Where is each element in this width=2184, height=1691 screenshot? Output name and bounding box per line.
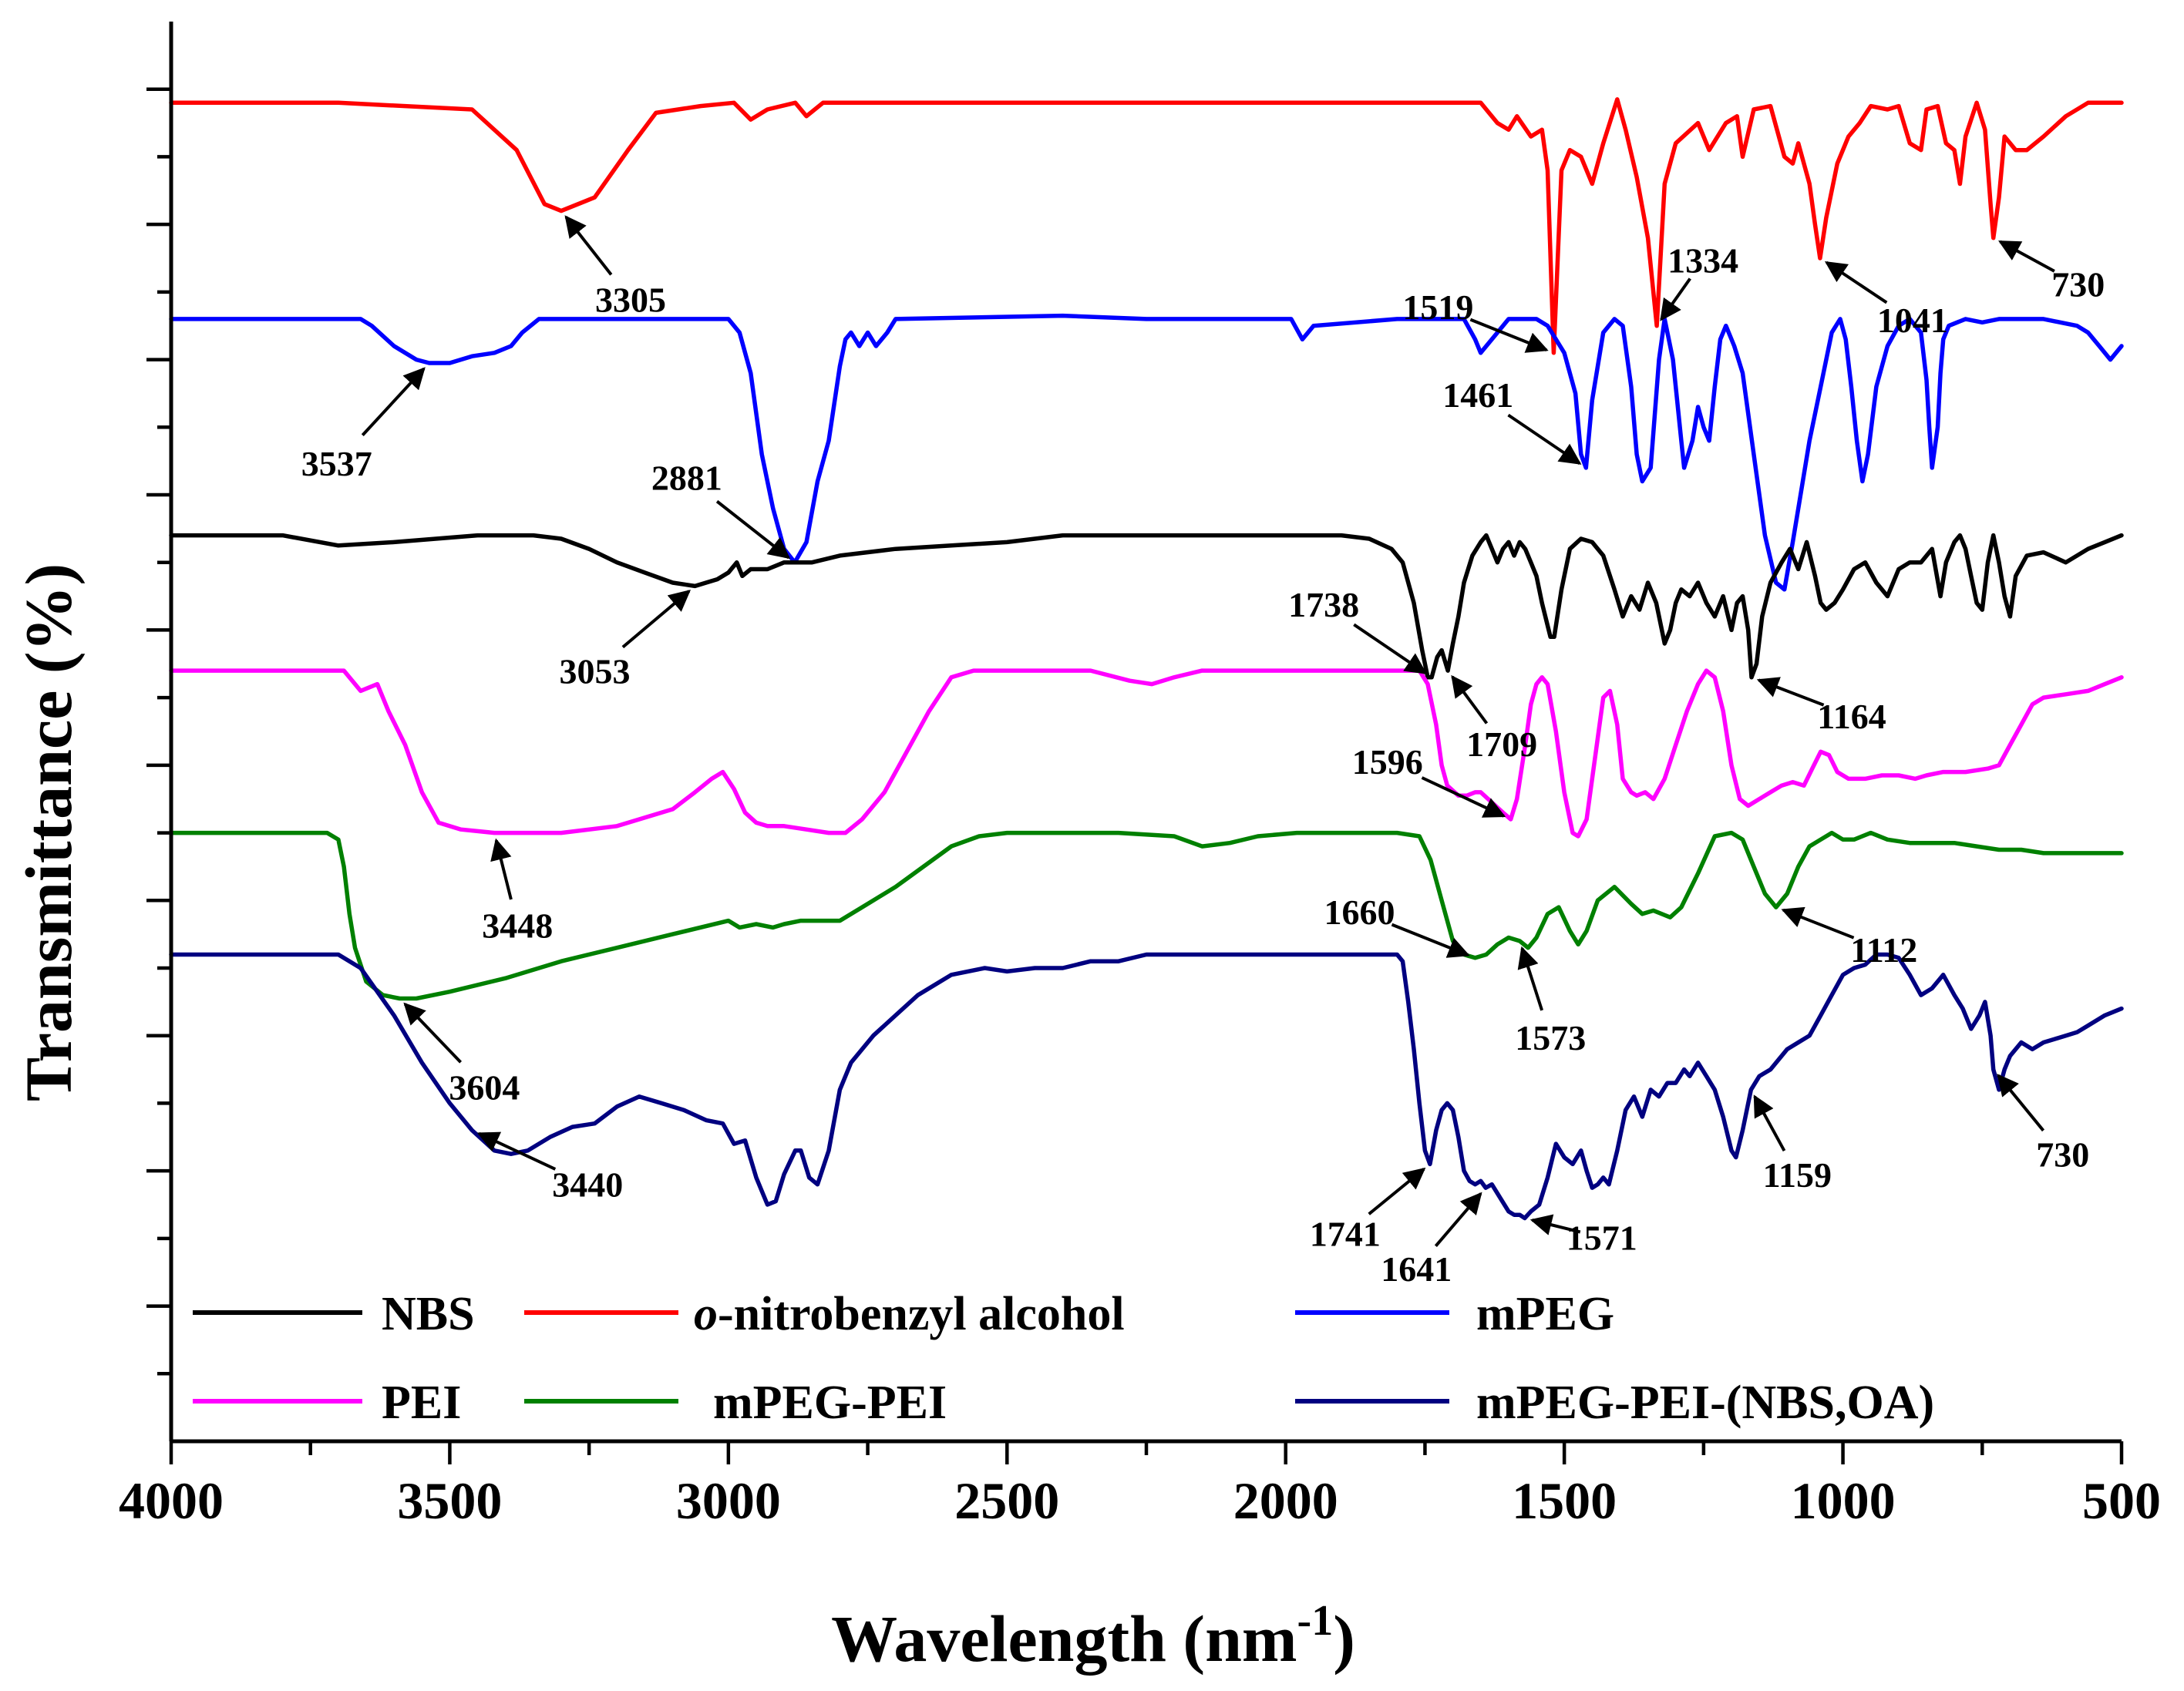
annotation-arrow: [1353, 623, 1428, 674]
annotation-arrow: [564, 215, 613, 276]
series-layer: [169, 97, 2124, 1221]
annotation-label-mpeg-pei-3604: 3604: [449, 1068, 520, 1108]
legend-label-pei: PEI: [382, 1377, 461, 1429]
annotation-arrow: [403, 1002, 463, 1064]
annotation-arrow: [1368, 1167, 1426, 1215]
annotation-arrow: [1660, 277, 1691, 321]
x-tick-label: 2500: [954, 1471, 1059, 1530]
annotation-arrow: [1517, 946, 1544, 1011]
annotation-label-mpeg-pei-nbs-oa-730: 730: [2036, 1135, 2089, 1175]
annotation-label-o-nitrobenzyl-alcohol-1519: 1519: [1402, 287, 1473, 327]
x-tick-label: 3000: [676, 1471, 781, 1530]
x-axis-label-close: ): [1333, 1602, 1355, 1676]
legend-label-italic-prefix: o: [694, 1288, 718, 1340]
annotation-arrow: [1451, 674, 1489, 724]
axes-layer: 4000 3500 3000 2500 2000 1500 1000 500: [119, 22, 2161, 1530]
series-line-nbs: [169, 533, 2124, 680]
annotation-arrow: [1391, 923, 1470, 958]
annotation-arrow: [1997, 1074, 2045, 1132]
annotation-arrow: [1756, 677, 1825, 707]
annotation-label-o-nitrobenzyl-alcohol-3305: 3305: [595, 281, 666, 320]
x-axis-label-exponent: -1: [1297, 1597, 1334, 1645]
annotation-label-o-nitrobenzyl-alcohol-1334: 1334: [1667, 241, 1738, 281]
x-tick-label: 1500: [1512, 1471, 1617, 1530]
annotation-label-nbs-3053: 3053: [560, 651, 631, 691]
annotation-arrow: [1434, 1192, 1482, 1248]
annotation-arrow: [1421, 776, 1506, 818]
annotation-arrow: [1529, 1214, 1581, 1235]
annotation-arrow: [490, 838, 513, 900]
annotation-label-pei-3448: 3448: [482, 906, 553, 946]
annotation-label-o-nitrobenzyl-alcohol-730: 730: [2051, 265, 2105, 304]
legend-label-rest: -nitrobenzyl alcohol: [718, 1288, 1125, 1340]
legend-label-nbs: NBS: [382, 1288, 475, 1340]
annotation-arrow: [1824, 261, 1888, 304]
annotation-label-nbs-1164: 1164: [1817, 697, 1886, 736]
annotation-label-mpeg-pei-nbs-oa-1571: 1571: [1566, 1219, 1637, 1258]
x-tick-label: 2000: [1233, 1471, 1338, 1530]
x-tick-label: 1000: [1791, 1471, 1896, 1530]
series-line-mpeg-pei: [169, 830, 2124, 1001]
series-line-pei: [169, 668, 2124, 839]
annotation-arrow: [1507, 413, 1582, 465]
annotation-label-mpeg-pei-1112: 1112: [1850, 930, 1917, 970]
annotation-label-mpeg-pei-nbs-oa-1741: 1741: [1310, 1214, 1381, 1253]
annotation-label-mpeg-3537: 3537: [301, 444, 372, 483]
annotation-label-mpeg-pei-nbs-oa-1641: 1641: [1381, 1249, 1452, 1289]
legend-label-mpeg-pei: mPEG-PEI: [713, 1377, 947, 1429]
annotation-arrow: [1781, 906, 1855, 940]
legend: NBS o-nitrobenzyl alcohol mPEG PEI mPEG-…: [193, 1288, 1934, 1429]
x-tick-label: 4000: [119, 1471, 224, 1530]
annotation-label-mpeg-pei-1660: 1660: [1324, 893, 1395, 932]
annotation-label-mpeg-pei-nbs-oa-3440: 3440: [552, 1165, 623, 1205]
series-line-o-nitrobenzyl-alcohol: [169, 97, 2124, 355]
annotation-label-nbs-1738: 1738: [1288, 585, 1359, 624]
series-line-mpeg-pei-nbs-oa: [169, 952, 2124, 1221]
annotation-label-mpeg-1461: 1461: [1442, 375, 1513, 415]
annotation-arrow: [476, 1131, 557, 1171]
annotation-arrow: [1469, 318, 1549, 353]
annotation-label-pei-1596: 1596: [1352, 742, 1423, 782]
annotation-layer: 3305 1519 1334 1041 730 3537 2881 1461 3053 1738 1…: [301, 215, 2105, 1289]
annotation-label-mpeg-pei-1573: 1573: [1515, 1018, 1586, 1057]
annotation-label-nbs-1709: 1709: [1466, 724, 1537, 764]
annotation-arrow: [621, 590, 692, 649]
annotation-arrow: [1753, 1094, 1786, 1152]
annotation-label-mpeg-2881: 2881: [651, 459, 722, 498]
legend-label-mpeg: mPEG: [1476, 1288, 1614, 1340]
annotation-label-mpeg-pei-nbs-oa-1159: 1159: [1763, 1155, 1832, 1195]
y-axis-label: Transmittance (%): [12, 563, 86, 1101]
legend-label-o-nitrobenzyl-alcohol: o-nitrobenzyl alcohol: [694, 1288, 1125, 1340]
x-axis-label: Wavelength (nm-1): [831, 1597, 1355, 1676]
series-line-mpeg: [169, 313, 2124, 592]
x-tick-label: 3500: [397, 1471, 502, 1530]
annotation-arrow: [1998, 240, 2055, 273]
annotation-label-o-nitrobenzyl-alcohol-1041: 1041: [1877, 301, 1948, 340]
x-axis-label-main: Wavelength (nm: [831, 1602, 1297, 1676]
annotation-arrow: [715, 499, 791, 560]
annotation-arrow: [361, 367, 426, 436]
legend-label-mpeg-pei-nbs-oa: mPEG-PEI-(NBS,OA): [1476, 1377, 1934, 1429]
x-tick-label: 500: [2082, 1471, 2161, 1530]
